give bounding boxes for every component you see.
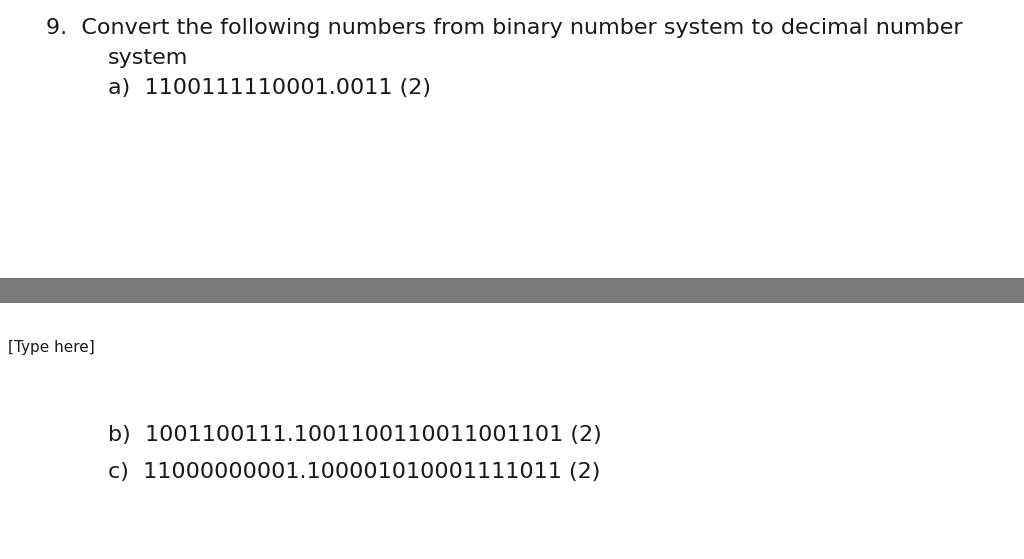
Text: c)  11000000001.100001010001111011 (2): c) 11000000001.100001010001111011 (2) (108, 462, 600, 482)
Text: [Type here]: [Type here] (8, 340, 95, 355)
Text: b)  1001100111.1001100110011001101 (2): b) 1001100111.1001100110011001101 (2) (108, 425, 602, 445)
Text: a)  1100111110001.0011 (2): a) 1100111110001.0011 (2) (108, 78, 431, 98)
Text: system: system (108, 48, 188, 68)
Bar (0, 278, 1024, 303)
Text: 9.  Convert the following numbers from binary number system to decimal number: 9. Convert the following numbers from bi… (46, 18, 963, 38)
